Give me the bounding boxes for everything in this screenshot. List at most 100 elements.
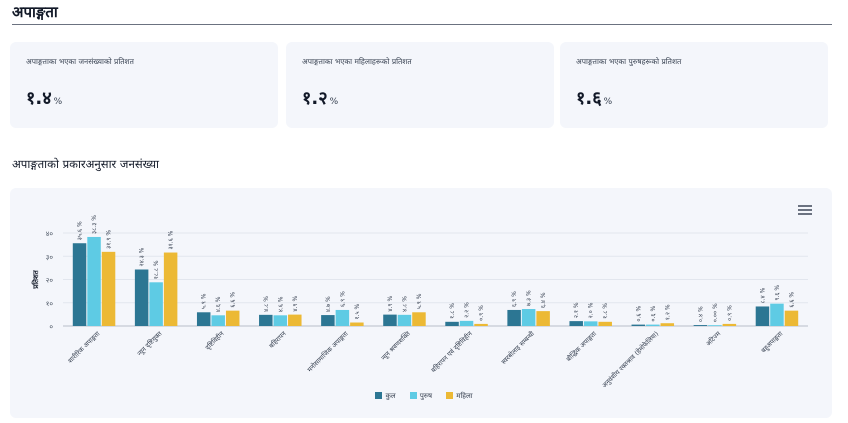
- data-label: ९.६ %: [774, 285, 781, 301]
- bar: [134, 269, 149, 326]
- y-tick-label: २०: [46, 277, 54, 285]
- bar: [225, 310, 240, 326]
- data-label: १.५ %: [354, 303, 361, 319]
- data-label: ६.६ %: [230, 292, 237, 308]
- bar: [149, 282, 163, 326]
- bar: [273, 315, 288, 326]
- legend-swatch: [446, 392, 454, 399]
- data-label: ८.४ %: [759, 287, 766, 303]
- bar: [693, 325, 708, 326]
- x-tick-label: शारीरिक अपाङ्गता: [66, 330, 101, 365]
- bar: [631, 324, 646, 326]
- legend-item-female[interactable]: महिला: [446, 392, 473, 401]
- bar: [445, 321, 459, 326]
- x-tick-label: स्वरबोलाइ सम्बन्धी: [500, 330, 536, 366]
- data-label: ३१.६ %: [168, 230, 175, 249]
- title-divider: [12, 24, 832, 25]
- legend-item-total[interactable]: कुल: [375, 392, 396, 401]
- data-label: ४.८ %: [401, 296, 408, 312]
- data-label: ४.८ %: [263, 296, 270, 312]
- data-label: ४.६ %: [215, 296, 222, 312]
- y-tick-label: ३०: [46, 253, 54, 261]
- data-label: ४.९ %: [292, 296, 299, 312]
- bar: [163, 252, 178, 326]
- bar: [101, 251, 116, 326]
- bar: [784, 310, 799, 326]
- y-tick-label: ४०: [46, 230, 54, 238]
- chart-legend: कुल पुरुष महिला: [0, 392, 848, 401]
- data-label: ७.३ %: [526, 290, 533, 306]
- bar: [397, 314, 412, 326]
- bar: [507, 309, 521, 326]
- data-label: ०.६ %: [650, 306, 657, 322]
- page-title: अपाङ्गता: [12, 3, 58, 21]
- bar: [383, 314, 397, 326]
- legend-swatch: [409, 392, 417, 399]
- bar: [583, 321, 598, 326]
- x-tick-label: बहिरापन एवं दृष्टिविहीन: [430, 329, 475, 374]
- x-tick-label: बहुअपाङ्गता: [760, 330, 786, 356]
- x-tick-label: अनुवंशीय रक्तश्राव (हेमोफेलिया): [600, 330, 660, 390]
- stat-value: १.६%: [576, 88, 613, 109]
- y-tick-label: १०: [46, 300, 54, 308]
- y-tick-label: ०: [49, 323, 53, 331]
- bar: [87, 236, 101, 326]
- data-label: ०.४ %: [697, 306, 704, 322]
- x-tick-label: दृष्टिविहीन: [204, 329, 226, 351]
- data-label: २.२ %: [464, 302, 471, 318]
- stat-label: अपाङ्गताका भएका जनसंख्याको प्रतिशत: [26, 57, 134, 66]
- data-label: ३१.९ %: [106, 230, 113, 249]
- data-label: ४.७ %: [325, 296, 332, 312]
- bar: [72, 243, 87, 326]
- data-label: ५.९ %: [201, 293, 208, 309]
- data-label: ०.६ %: [635, 306, 642, 322]
- bar: [536, 311, 550, 326]
- data-label: ६.४ %: [540, 292, 547, 308]
- legend-item-male[interactable]: पुरुष: [409, 392, 432, 401]
- bar: [646, 324, 660, 326]
- data-label: ३८.३ %: [91, 215, 98, 234]
- stat-card-total: अपाङ्गताका भएका जनसंख्याको प्रतिशत १.४%: [10, 42, 278, 128]
- data-label: ६.६ %: [788, 292, 795, 308]
- data-label: २.० %: [588, 302, 595, 318]
- stat-card-male: अपाङ्गताका भएका पुरुषहरूको प्रतिशत १.६%: [560, 42, 828, 128]
- bar: [321, 315, 335, 326]
- data-label: १.८ %: [449, 303, 456, 319]
- x-tick-label: बहिरापन: [268, 329, 288, 349]
- bar: [211, 315, 225, 326]
- data-label: ०.०० %: [712, 303, 719, 322]
- data-label: २४.३ %: [139, 247, 146, 266]
- data-label: ०.९ %: [726, 305, 733, 321]
- bar: [770, 303, 784, 326]
- data-label: ३५.६ %: [77, 221, 84, 240]
- legend-swatch: [375, 392, 383, 399]
- x-tick-label: मनोसामाजिक अपाङ्गता: [306, 330, 350, 374]
- data-label: २.१ %: [573, 302, 580, 318]
- bar: [569, 321, 583, 326]
- data-label: १.२ %: [664, 304, 671, 320]
- bar: [722, 323, 737, 326]
- bar: [196, 312, 211, 326]
- stat-label: अपाङ्गताका भएका महिलाहरूको प्रतिशत: [302, 57, 412, 66]
- bar: [288, 314, 302, 326]
- data-label: ४.९ %: [387, 296, 394, 312]
- hamburger-menu-icon[interactable]: [798, 205, 812, 215]
- bar: [660, 323, 675, 326]
- data-label: ६.९ %: [339, 291, 346, 307]
- bar: [259, 314, 273, 326]
- stat-value: १.२%: [302, 88, 339, 109]
- bar: [459, 320, 474, 326]
- stat-label: अपाङ्गताका भएका पुरुषहरूको प्रतिशत: [576, 57, 682, 66]
- data-label: ०.९ %: [478, 305, 485, 321]
- data-label: ४.६ %: [277, 296, 284, 312]
- x-tick-label: अटिज्म: [704, 330, 722, 348]
- data-label: १८.८ %: [153, 260, 160, 279]
- bar: [412, 312, 426, 326]
- data-label: १.८ %: [602, 303, 609, 319]
- bar: [755, 306, 770, 326]
- x-tick-label: बौद्धिक अपाङ्गता: [565, 330, 599, 364]
- x-tick-label: न्यून श्रवणशक्ति: [380, 330, 412, 362]
- stat-card-female: अपाङ्गताका भएका महिलाहरूको प्रतिशत १.२%: [286, 42, 554, 128]
- data-label: ६.९ %: [511, 291, 518, 307]
